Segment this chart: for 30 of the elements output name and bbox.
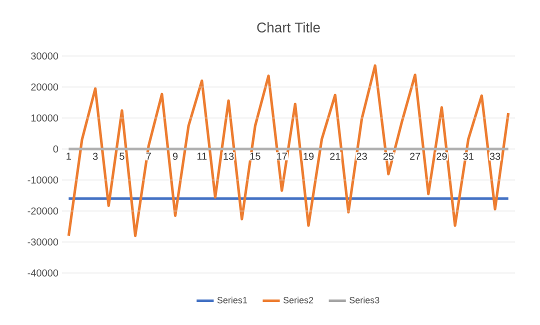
legend-label: Series3 — [350, 296, 380, 304]
x-tick-label: 19 — [304, 152, 314, 160]
x-tick-label: 33 — [490, 152, 500, 160]
x-tick-label: 29 — [436, 152, 447, 160]
x-tick-label: 27 — [410, 152, 420, 160]
x-tick-label: 11 — [197, 152, 207, 160]
y-tick-label: -30000 — [28, 238, 58, 246]
y-tick-label: 30000 — [31, 52, 58, 60]
x-tick-label: 7 — [146, 152, 151, 160]
y-tick-label: 10000 — [31, 114, 58, 122]
x-tick-label: 23 — [356, 152, 367, 160]
x-tick-label: 15 — [250, 152, 260, 160]
y-tick-label: -40000 — [28, 269, 58, 277]
y-tick-label: 0 — [53, 145, 58, 153]
legend-label: Series1 — [217, 296, 248, 304]
y-tick-label: -20000 — [28, 207, 58, 215]
chart-title: Chart Title — [257, 22, 320, 32]
x-tick-label: 1 — [66, 152, 71, 160]
y-tick-label: -10000 — [28, 176, 58, 184]
legend-label: Series2 — [283, 296, 314, 304]
y-tick-label: 20000 — [31, 83, 58, 91]
line-series — [67, 64, 510, 238]
x-tick-label: 21 — [330, 152, 340, 160]
x-tick-label: 5 — [120, 152, 124, 160]
x-tick-label: 13 — [224, 152, 234, 160]
x-tick-label: 25 — [383, 152, 394, 160]
x-tick-label: 31 — [463, 152, 474, 160]
x-tick-label: 17 — [277, 152, 287, 160]
x-tick-label: 3 — [92, 152, 98, 160]
x-tick-label: 9 — [172, 152, 178, 160]
